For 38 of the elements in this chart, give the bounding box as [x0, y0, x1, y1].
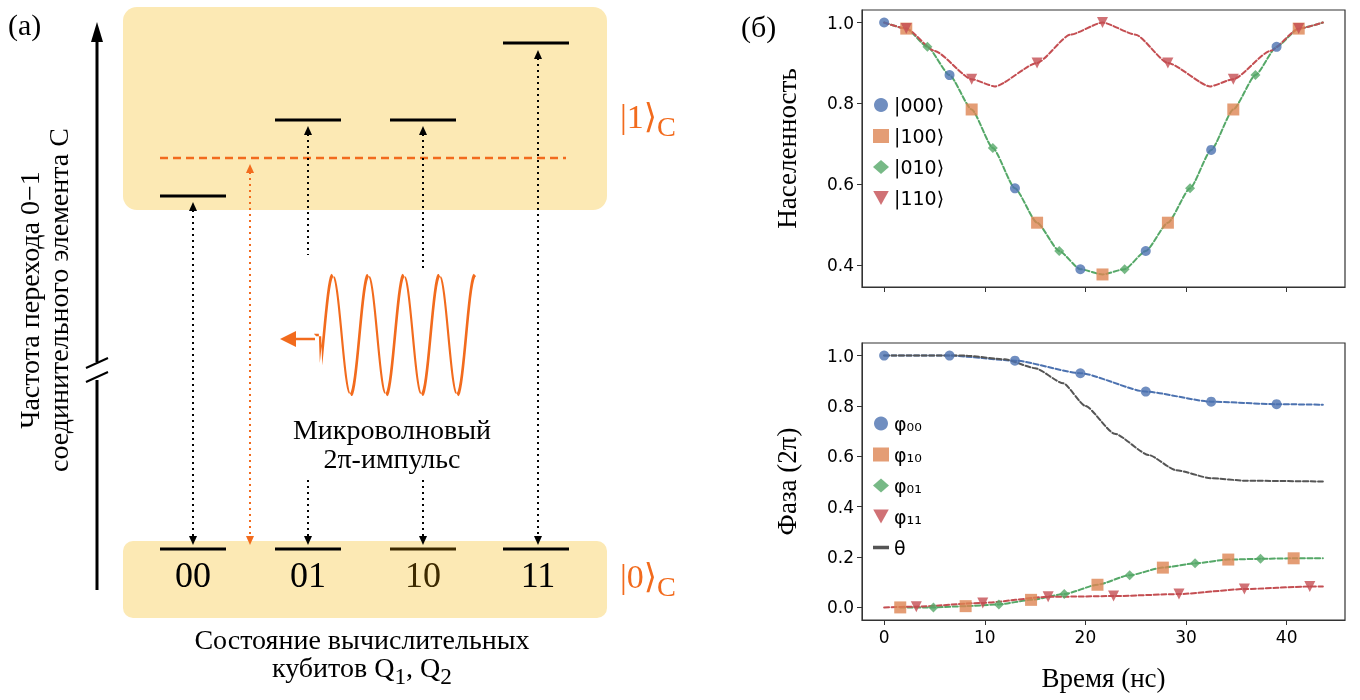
legend-label: φ₀₁: [894, 474, 922, 497]
text: Микроволновый 2π-импульс: [291, 413, 493, 474]
text: 11: [519, 555, 557, 596]
text: Состояние вычислительных кубитов Q$_{1}$, Q$_{2}$: [193, 624, 531, 689]
text: |1⟩$_{C}$: [619, 97, 677, 142]
legend-label: φ₁₁: [894, 505, 922, 528]
x-tick-label: 20: [1074, 626, 1097, 647]
y-axis-title: Фаза (2π): [771, 427, 802, 536]
y-tick-label: 1.0: [826, 345, 854, 366]
y-tick-label: 1.0: [826, 12, 854, 33]
text: 10: [404, 555, 442, 596]
text: |0⟩$_{C}$: [619, 557, 677, 602]
text: 01: [289, 555, 327, 596]
x-tick-label: 30: [1175, 626, 1197, 647]
legend-label: |100⟩: [894, 125, 945, 148]
y-axis-title: Населенность: [771, 68, 802, 229]
legend-label: θ: [894, 536, 906, 559]
y-tick-label: 0.8: [826, 395, 854, 416]
x-axis-title: Время (нс): [1041, 662, 1166, 693]
text: Частота перехода 0−1 соединительного элемента C: [13, 127, 74, 474]
chart-title: (б): [741, 9, 777, 44]
y-tick-label: 0.0: [826, 597, 854, 618]
y-tick-label: 0.4: [826, 496, 854, 517]
text: 00: [174, 555, 212, 596]
x-tick-label: 0: [878, 626, 890, 647]
y-tick-label: 0.4: [826, 255, 854, 276]
y-tick-label: 0.8: [826, 93, 854, 114]
y-tick-label: 0.2: [826, 547, 854, 568]
legend-label: φ₀₀: [894, 412, 922, 435]
x-tick-label: 40: [1275, 626, 1298, 647]
x-tick-label: 10: [973, 626, 996, 647]
legend-label: |010⟩: [894, 156, 945, 179]
legend-label: |000⟩: [894, 94, 945, 117]
text: (a): [8, 8, 42, 42]
y-tick-label: 0.6: [826, 446, 854, 467]
legend-label: φ₁₀: [894, 443, 922, 466]
y-tick-label: 0.6: [826, 174, 854, 195]
legend-label: |110⟩: [894, 187, 945, 210]
